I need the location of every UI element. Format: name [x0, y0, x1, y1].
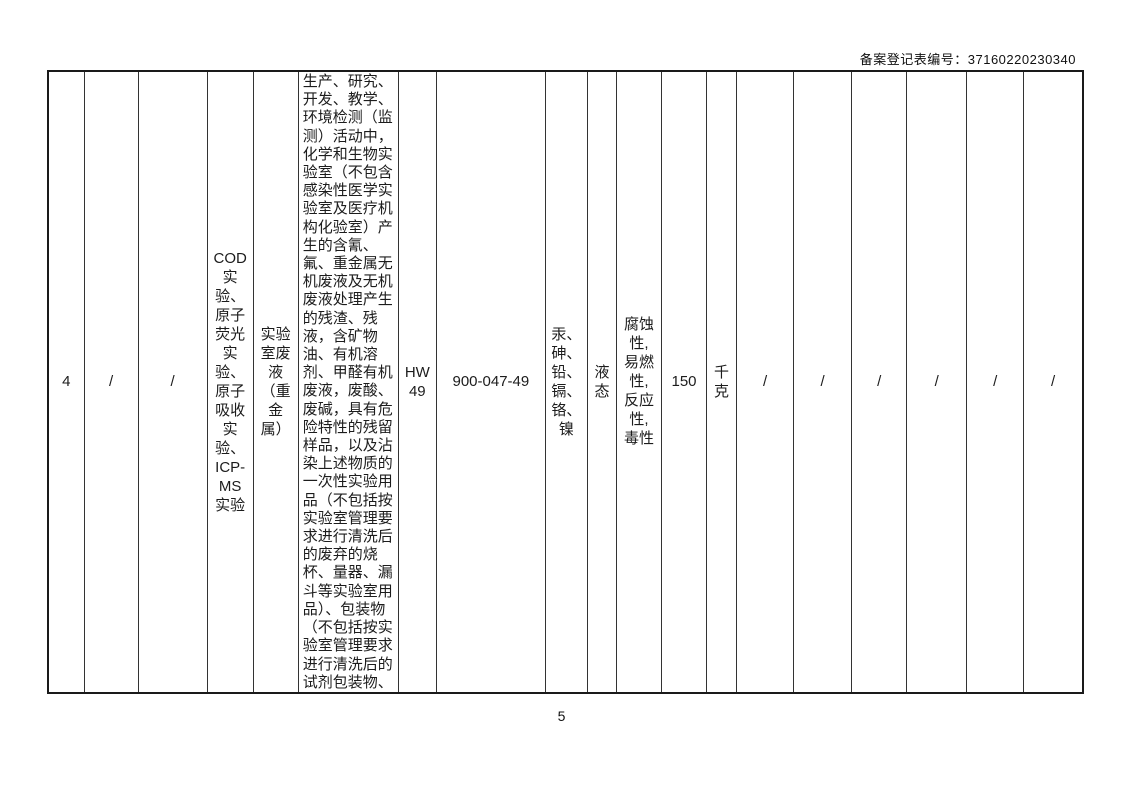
- slash-cell-3: /: [736, 70, 795, 694]
- slash-cell-1: /: [83, 70, 139, 694]
- registration-number-line: 备案登记表编号：37160220230340: [860, 49, 1076, 68]
- slash-cell-8: /: [1023, 70, 1084, 694]
- waste-code-cell: 900-047-49: [435, 70, 546, 694]
- page-number: 5: [557, 708, 566, 724]
- registration-number-label: 备案登记表编号：: [859, 52, 968, 67]
- hazard-characteristics-cell: 腐蚀 性, 易燃 性, 反应 性, 毒性: [615, 70, 663, 694]
- physical-form-cell: 液 态: [586, 70, 617, 694]
- waste-category-cell: HW 49: [397, 70, 437, 694]
- harmful-components-cell: 汞、 砷、 铅、 镉、 铬、 镍: [544, 70, 588, 694]
- registration-number-value: 37160220230340: [967, 52, 1076, 67]
- waste-name-cell: 实验 室废 液 （重 金 属）: [252, 70, 299, 694]
- slash-cell-2: /: [137, 70, 208, 694]
- waste-description-cell: 生产、研究、 开发、教学、 环境检测（监 测）活动中， 化学和生物实 验室（不包…: [297, 70, 399, 694]
- slash-cell-7: /: [966, 70, 1025, 694]
- quantity-cell: 150: [660, 70, 708, 694]
- slash-cell-6: /: [906, 70, 968, 694]
- unit-cell: 千 克: [706, 70, 738, 694]
- slash-cell-5: /: [851, 70, 908, 694]
- slash-cell-4: /: [793, 70, 853, 694]
- serial-number-cell: 4: [47, 70, 85, 694]
- registration-table: 4 / / COD 实 验、 原子 荧光 实 验、 原子 吸收 实 验、 ICP…: [47, 70, 1084, 694]
- process-source-cell: COD 实 验、 原子 荧光 实 验、 原子 吸收 实 验、 ICP- MS 实…: [206, 70, 254, 694]
- waste-row: 4 / / COD 实 验、 原子 荧光 实 验、 原子 吸收 实 验、 ICP…: [47, 70, 1084, 694]
